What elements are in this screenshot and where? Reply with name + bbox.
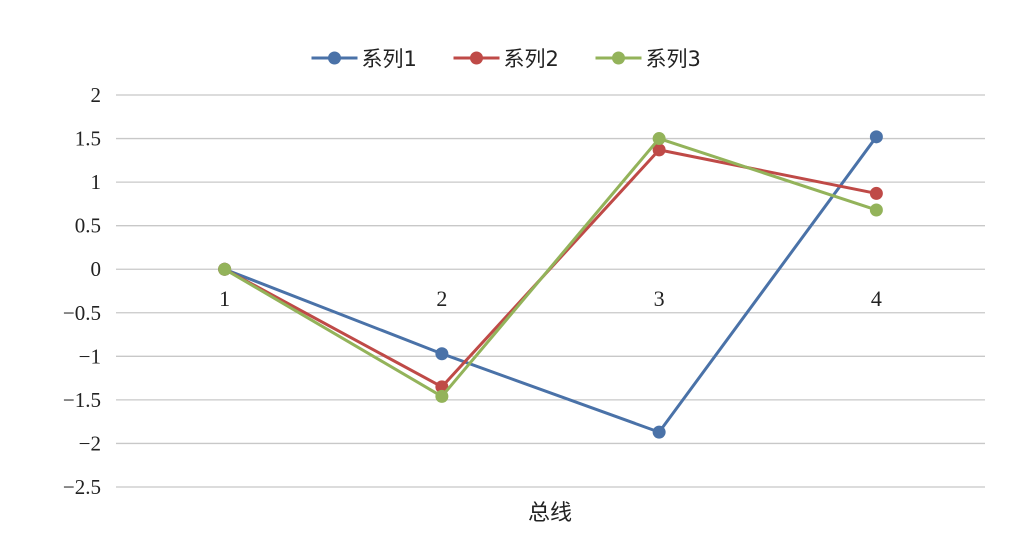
y-tick-label: −0.5 (63, 301, 101, 325)
y-tick-label: −2.5 (63, 475, 101, 499)
y-tick-label: 2 (91, 83, 102, 107)
data-point (869, 186, 883, 200)
y-tick-label: 0.5 (75, 214, 101, 238)
data-point (435, 347, 449, 361)
legend-item: 系列1 (311, 47, 417, 71)
data-point (869, 203, 883, 217)
legend-label: 系列2 (504, 47, 559, 71)
gridlines (116, 94, 985, 488)
x-axis-title: 总线 (528, 501, 572, 526)
data-point (652, 132, 666, 146)
legend-label: 系列1 (362, 47, 417, 71)
x-tick-label: 3 (654, 286, 665, 311)
x-tick-label: 2 (436, 286, 447, 311)
y-tick-label: −1 (79, 344, 101, 368)
data-point (652, 143, 666, 157)
x-tick-label: 1 (219, 286, 230, 311)
legend-item: 系列2 (453, 47, 559, 71)
y-tick-label: 1.5 (75, 127, 101, 151)
series-1 (218, 130, 883, 439)
x-tick-label: 4 (871, 286, 882, 311)
y-tick-label: 1 (91, 170, 102, 194)
y-axis-ticks: 2 1.5 1 0.5 0 −0.5 −1 −1.5 −2 −2.5 (63, 83, 101, 499)
data-point (869, 130, 883, 144)
legend-item: 系列3 (595, 47, 701, 71)
series-line (223, 137, 877, 398)
legend-marker (612, 51, 625, 65)
series-3 (218, 132, 883, 403)
series-line (224, 135, 878, 434)
y-tick-label: −2 (79, 431, 101, 455)
legend-marker (470, 51, 483, 65)
data-point (652, 425, 666, 439)
legend: 系列1 系列2 系列3 (311, 47, 701, 71)
legend-marker (328, 51, 341, 65)
y-tick-label: 0 (91, 257, 102, 281)
data-point (218, 262, 232, 276)
y-tick-label: −1.5 (63, 388, 101, 412)
legend-label: 系列3 (646, 47, 701, 71)
series-lines (218, 130, 883, 439)
data-point (435, 389, 449, 403)
data-point (435, 380, 449, 394)
x-axis-ticks: 1 2 3 4 (219, 286, 882, 311)
